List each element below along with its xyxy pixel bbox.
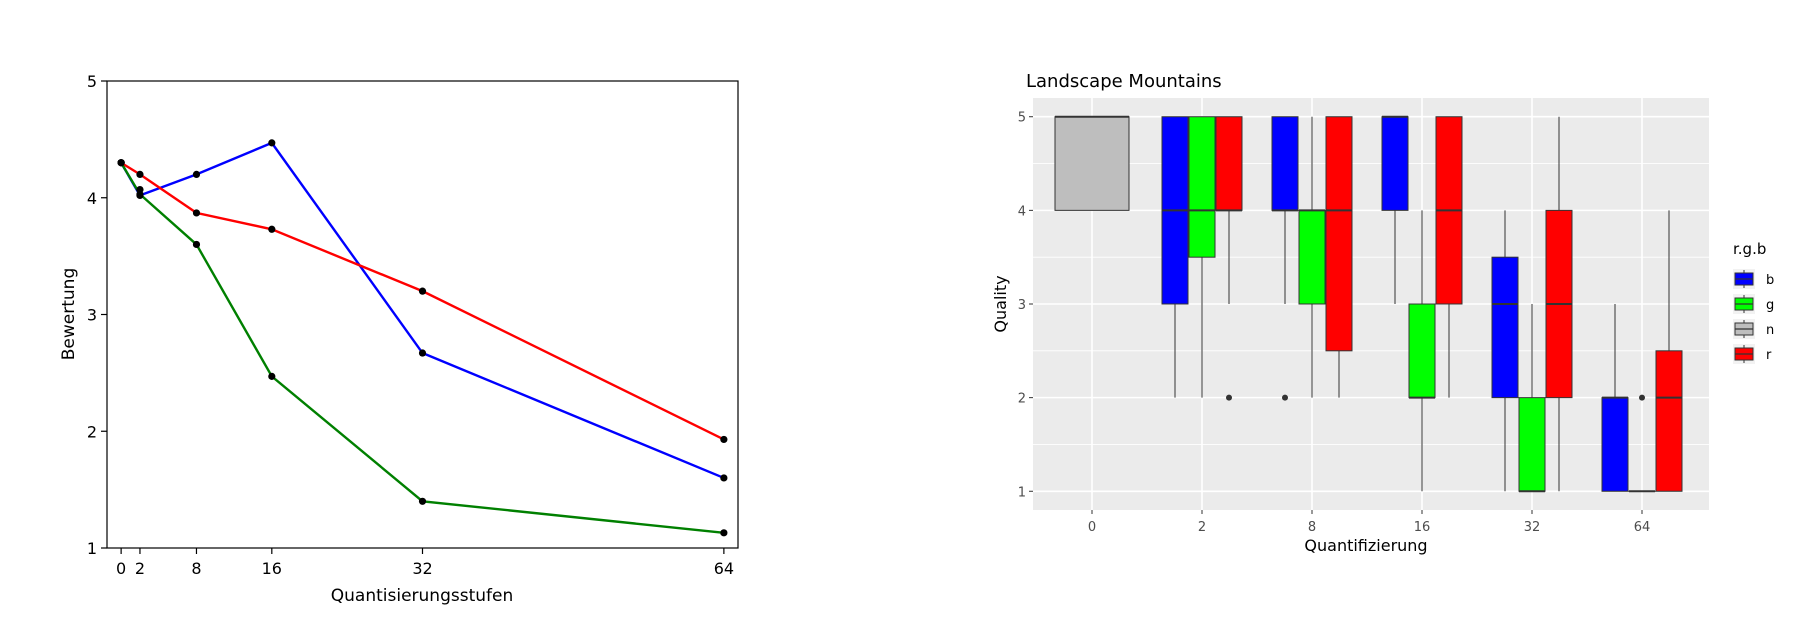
right-y-tick-label: 2	[1018, 392, 1026, 407]
box-body	[1381, 116, 1409, 211]
right-y-tick-label: 5	[1018, 111, 1026, 126]
data-point	[192, 240, 201, 249]
data-point	[720, 435, 728, 444]
box-2-b	[1161, 116, 1189, 398]
outlier-point	[1282, 394, 1288, 401]
box-2-r	[1215, 116, 1243, 401]
box-16-g	[1408, 210, 1436, 492]
box-body	[1655, 350, 1683, 492]
legend-item-g: g	[1733, 294, 1774, 314]
right-x-tick-label: 2	[1198, 520, 1206, 535]
box-0-n	[1054, 115, 1130, 211]
legend-label: r	[1766, 348, 1772, 363]
outlier-point	[1226, 394, 1232, 401]
data-point	[268, 139, 276, 147]
box-body	[1601, 397, 1629, 492]
right-x-ticks: 0 2 8 16 32 64	[1088, 510, 1650, 535]
left-y-tick-label: 5	[87, 72, 97, 91]
box-body	[1188, 116, 1216, 258]
box-32-r	[1545, 116, 1573, 492]
left-y-tick-label: 1	[87, 539, 97, 558]
data-point	[720, 474, 728, 482]
box-body	[1325, 116, 1353, 352]
box-8-b	[1271, 116, 1299, 401]
right-x-tick-label: 16	[1414, 520, 1431, 535]
right-y-tick-label: 1	[1018, 485, 1026, 500]
box-body	[1491, 256, 1519, 399]
right-chart-title: Landscape Mountains	[1026, 71, 1222, 92]
left-y-ticks: 1 2 3 4 5	[87, 72, 107, 558]
left-x-tick-label: 32	[412, 559, 432, 578]
data-point	[720, 529, 728, 537]
data-point	[117, 159, 125, 167]
data-point	[136, 190, 144, 198]
left-y-tick-label: 4	[87, 189, 97, 208]
box-body	[1518, 397, 1546, 492]
right-boxes	[1054, 115, 1683, 493]
left-plot-frame	[106, 80, 739, 549]
box-body	[1298, 209, 1326, 305]
legend-label: g	[1766, 298, 1774, 313]
box-8-g	[1298, 116, 1326, 398]
box-16-b	[1381, 115, 1409, 304]
left-x-ticks: 0 2 8 16 32 64	[116, 548, 734, 578]
data-point	[418, 287, 427, 295]
data-point	[136, 170, 144, 178]
data-point	[268, 372, 276, 380]
left-x-tick-label: 2	[135, 559, 145, 578]
data-point	[268, 225, 276, 233]
data-point	[418, 497, 427, 505]
box-8-r	[1325, 116, 1353, 398]
legend-item-n: n	[1733, 319, 1774, 339]
left-x-tick-label: 64	[714, 559, 734, 578]
box-body	[1215, 116, 1243, 211]
box-64-r	[1655, 210, 1683, 492]
right-y-axis-label: Quality	[991, 275, 1010, 332]
box-32-g	[1518, 304, 1546, 493]
right-box-chart: Landscape Mountains 1 2 3 4 5 0 2 8 16 32 64 Quan…	[991, 71, 1774, 555]
right-y-tick-label: 4	[1018, 204, 1026, 219]
left-y-tick-label: 2	[87, 422, 97, 441]
left-x-tick-label: 16	[262, 559, 282, 578]
left-x-tick-label: 0	[116, 559, 126, 578]
right-x-tick-label: 0	[1088, 520, 1096, 535]
box-64-g	[1628, 394, 1656, 493]
box-body	[1271, 116, 1299, 211]
box-body	[1408, 303, 1436, 399]
data-point	[192, 209, 201, 217]
box-body	[1054, 116, 1130, 211]
outlier-point	[1639, 394, 1645, 401]
right-x-axis-label: Quantifizierung	[1304, 536, 1427, 555]
series-line-1	[120, 161, 725, 441]
box-64-b	[1601, 304, 1629, 492]
data-point	[418, 349, 427, 357]
right-x-tick-label: 8	[1308, 520, 1316, 535]
left-x-tick-label: 8	[191, 559, 201, 578]
left-x-axis-label: Quantisierungsstufen	[331, 586, 513, 606]
left-y-tick-label: 3	[87, 306, 97, 325]
left-series-points	[117, 139, 728, 537]
legend-item-b: b	[1733, 269, 1774, 289]
right-y-tick-label: 3	[1018, 298, 1026, 313]
box-2-g	[1188, 116, 1216, 398]
legend-label: n	[1766, 323, 1774, 338]
legend-title: r.g.b	[1733, 240, 1766, 258]
box-16-r	[1435, 116, 1463, 398]
right-x-tick-label: 64	[1634, 520, 1651, 535]
box-32-b	[1491, 210, 1519, 492]
right-x-tick-label: 32	[1524, 520, 1541, 535]
left-y-axis-label: Bewertung	[59, 268, 79, 360]
legend-label: b	[1766, 273, 1774, 288]
legend-item-r: r	[1733, 344, 1772, 364]
right-y-ticks: 1 2 3 4 5	[1018, 111, 1033, 500]
data-point	[192, 170, 201, 178]
